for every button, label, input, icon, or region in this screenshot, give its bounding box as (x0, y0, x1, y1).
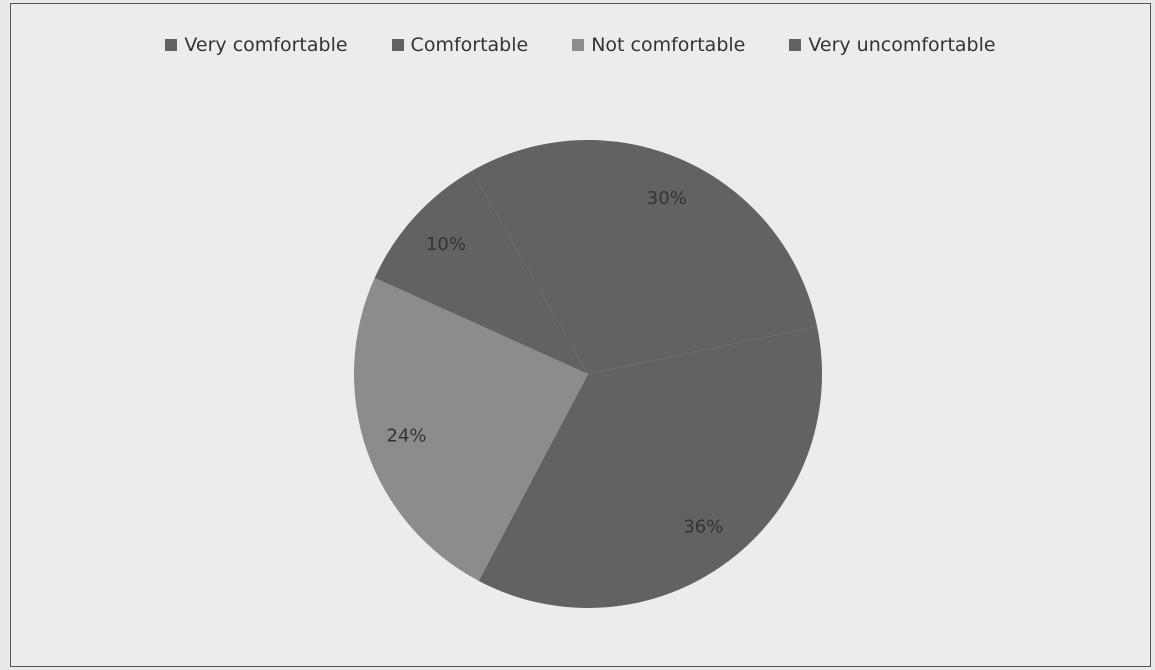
pie-label-very-uncomfortable: 10% (426, 234, 466, 255)
legend-label: Very comfortable (184, 34, 348, 56)
legend-swatch (165, 39, 178, 51)
legend-swatch (789, 39, 802, 51)
pie-slice-very-comfortable (471, 140, 818, 374)
legend-item-very-comfortable: Very comfortable (165, 34, 348, 56)
legend-item-very-uncomfortable: Very uncomfortable (789, 34, 996, 56)
pie-slice-comfortable (478, 326, 822, 608)
pie-label-not-comfortable: 24% (387, 425, 427, 446)
legend-label: Not comfortable (591, 34, 746, 56)
pie-label-comfortable: 36% (683, 516, 723, 537)
pie-slices (353, 140, 822, 608)
legend-swatch (572, 39, 585, 51)
legend-label: Comfortable (410, 34, 529, 56)
pie-slice-not-comfortable (353, 277, 588, 581)
legend-swatch (391, 39, 404, 51)
legend: Very comfortable Comfortable Not comfort… (11, 34, 1150, 56)
legend-item-not-comfortable: Not comfortable (572, 34, 745, 56)
legend-label: Very uncomfortable (808, 34, 996, 56)
chart-frame: Very comfortable Comfortable Not comfort… (10, 3, 1151, 667)
pie-labels: 30% 36% 24% 10% (387, 188, 724, 537)
pie-chart: 30% 36% 24% 10% (353, 140, 822, 608)
pie-label-very-comfortable: 30% (647, 188, 687, 209)
legend-item-comfortable: Comfortable (391, 34, 529, 56)
pie-slice-very-uncomfortable (374, 170, 588, 374)
